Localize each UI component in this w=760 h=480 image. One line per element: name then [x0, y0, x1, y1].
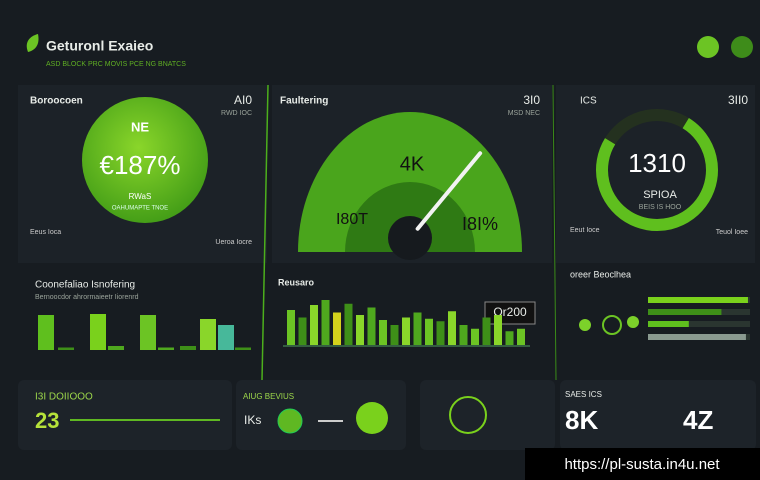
legend-bar-fill	[648, 309, 722, 315]
bar	[379, 320, 387, 345]
bar	[108, 346, 124, 350]
watermark-bg	[525, 448, 760, 480]
bar	[482, 317, 491, 345]
corner-value: 3I0	[523, 93, 540, 107]
panel-label: Reusaro	[278, 277, 315, 287]
corner-value: 3II0	[728, 93, 748, 107]
gauge-right: I8I%	[462, 214, 498, 234]
bar	[333, 312, 341, 345]
corner-note: MSD NEC	[508, 110, 540, 117]
card-value: IKs	[244, 413, 261, 427]
ring-value: 1310	[628, 148, 686, 178]
bar	[367, 307, 376, 345]
card[interactable]	[560, 380, 756, 450]
bar	[356, 315, 364, 345]
card-value: 23	[35, 408, 59, 433]
kpi-circle	[82, 97, 208, 223]
bar	[58, 347, 74, 350]
card[interactable]	[420, 380, 555, 450]
card-value: 4Z	[683, 405, 713, 435]
legend-dot	[627, 316, 639, 328]
bar	[235, 347, 251, 350]
card[interactable]	[18, 380, 232, 450]
icon[interactable]	[697, 36, 719, 58]
kpi-value: €187%	[100, 150, 181, 180]
bar	[436, 321, 445, 345]
badge: NE	[131, 119, 149, 134]
bar	[200, 319, 216, 350]
bar	[287, 310, 295, 345]
bar	[344, 303, 353, 345]
footer-label: Teuol Ioee	[716, 229, 748, 236]
title: Geturonl Exaieo	[46, 38, 153, 54]
caption-note: OAHUMAPTE TNOE	[112, 206, 168, 212]
panel-label: Coonefaliao Isnofering	[35, 280, 135, 291]
card-icon	[449, 396, 487, 434]
panel-label: Faultering	[280, 96, 328, 107]
watermark: https://pl-susta.in4u.net	[564, 456, 720, 473]
gauge-hub	[388, 216, 432, 260]
legend-bar-fill	[648, 297, 748, 303]
card-label: I3I DOIIOOO	[35, 392, 93, 403]
bar	[90, 314, 106, 350]
icon[interactable]	[731, 36, 753, 58]
footer-label: Eeut Ioce	[570, 227, 600, 234]
subtitle: ASD BLOCK PRC MOVIS PCE NG BNATCS	[46, 61, 186, 68]
bar	[180, 346, 196, 350]
legend-bar	[648, 321, 750, 327]
corner-note: RWD IOC	[221, 110, 252, 117]
bar	[505, 331, 514, 345]
bar	[517, 328, 525, 345]
logo	[26, 34, 39, 52]
card-icon	[356, 402, 388, 434]
ring-arc	[596, 118, 718, 231]
panel-sub: Bernoocdor ahrormaieetr Iiorenrd	[35, 294, 139, 301]
footer-label: Eeus Ioca	[30, 229, 61, 236]
bar	[494, 315, 502, 345]
bar	[218, 325, 234, 350]
bar	[402, 317, 410, 345]
bar	[413, 312, 422, 345]
ring-note: BEIS IS HOO	[639, 204, 682, 211]
bar	[38, 315, 54, 350]
card[interactable]	[236, 380, 406, 450]
card-label: AIUG BEVIUS	[243, 392, 294, 401]
legend-dot	[579, 319, 591, 331]
card-value: 8K	[565, 405, 598, 435]
panel-label: oreer Beoclhea	[570, 269, 631, 279]
panel-label: ICS	[580, 96, 597, 107]
bar	[471, 328, 479, 345]
bar	[425, 318, 433, 345]
bar	[158, 347, 174, 350]
legend-bar-fill	[648, 334, 746, 340]
panel-label: Boroocoen	[30, 96, 83, 107]
divider	[552, 84, 557, 381]
ring-caption: SPIOA	[643, 189, 677, 201]
card-icon	[277, 408, 303, 434]
bar	[140, 315, 156, 350]
bar	[459, 325, 468, 345]
gauge-center: 4K	[400, 153, 425, 175]
caption: RWaS	[129, 192, 152, 201]
divider	[261, 84, 269, 381]
gauge-needle	[415, 151, 483, 231]
gauge-left: I80T	[336, 211, 368, 228]
bar	[298, 317, 307, 345]
bar	[390, 325, 399, 345]
bar	[448, 311, 456, 345]
corner-value: AI0	[234, 93, 252, 107]
bar	[310, 305, 318, 345]
footer-label: Ueroa Iocre	[215, 239, 252, 246]
card-label: SAES ICS	[565, 390, 602, 399]
legend-dot	[602, 315, 622, 335]
bar	[321, 300, 330, 345]
legend-bar-fill	[648, 321, 689, 327]
